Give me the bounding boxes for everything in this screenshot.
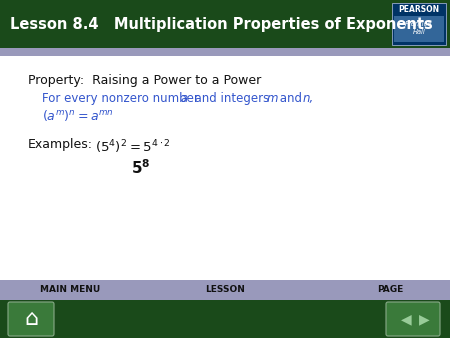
Text: PAGE: PAGE [377,286,403,294]
Bar [0,0,450,48]
Text: m: m [267,92,279,105]
Text: and: and [276,92,306,105]
Bar [0,48,450,56]
Text: Examples:: Examples: [28,138,93,151]
Text: PEARSON: PEARSON [398,4,440,14]
Text: MAIN MENU: MAIN MENU [40,286,100,294]
Text: Lesson 8.4   Multiplication Properties of Exponents: Lesson 8.4 Multiplication Properties of … [10,18,433,32]
Text: $(a^m)^n = a^{mn}$: $(a^m)^n = a^{mn}$ [42,108,114,123]
Bar [392,3,446,45]
Text: LESSON: LESSON [205,286,245,294]
Text: For every nonzero number: For every nonzero number [42,92,202,105]
FancyBboxPatch shape [386,302,440,336]
Bar [394,16,444,42]
Text: Property:  Raising a Power to a Power: Property: Raising a Power to a Power [28,74,261,87]
FancyBboxPatch shape [8,302,54,336]
Text: a: a [181,92,188,105]
Bar [0,300,450,338]
Text: ⌂: ⌂ [24,309,38,329]
Text: ▶: ▶ [418,312,429,326]
Bar [0,56,450,280]
Text: $(5^4)^2 = 5^{4 \cdot 2}$: $(5^4)^2 = 5^{4 \cdot 2}$ [95,138,171,155]
Bar [0,280,450,300]
Text: $\mathbf{5^8}$: $\mathbf{5^8}$ [131,158,150,177]
Text: n,: n, [303,92,314,105]
Text: Prentice: Prentice [405,21,433,27]
Text: Hall: Hall [413,29,425,35]
Text: and integers: and integers [187,92,273,105]
Text: ◀: ◀ [400,312,411,326]
